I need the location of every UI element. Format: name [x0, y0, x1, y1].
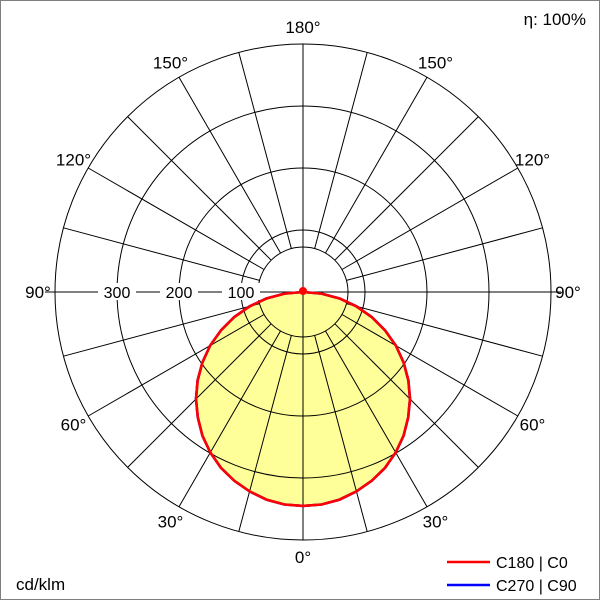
grid-spoke-30	[178, 330, 281, 508]
grid-spoke-105	[346, 227, 543, 281]
angle-label-90-left: 90°	[25, 283, 51, 302]
grid-spoke-105	[63, 227, 260, 281]
radial-label-200: 200	[166, 285, 193, 302]
grid-spoke-45	[127, 323, 272, 468]
grid-spoke-30	[325, 330, 428, 508]
grid-spoke-150	[178, 76, 281, 254]
efficiency-label: η: 100%	[524, 10, 586, 29]
angle-label-30-right: 30°	[423, 513, 449, 532]
grid-spoke-135	[334, 116, 479, 261]
grid-spoke-45	[334, 323, 479, 468]
grid-spoke-120	[341, 167, 519, 270]
polar-grid	[45, 43, 561, 541]
radial-label-bg-300	[98, 283, 136, 300]
unit-label: cd/klm	[16, 575, 65, 594]
angle-label-90-right: 90°	[555, 283, 581, 302]
grid-spoke-165	[238, 52, 292, 249]
legend-label-c270-c90: C270 | C90	[496, 578, 577, 595]
intensity-curves	[194, 287, 412, 508]
grid-spoke-75	[63, 303, 260, 357]
angle-label-30-left: 30°	[158, 513, 184, 532]
angle-label-180: 180°	[285, 18, 320, 37]
grid-spoke-135	[127, 116, 272, 261]
angle-label-150-right: 150°	[418, 54, 453, 73]
grid-spoke-60	[341, 314, 519, 417]
legend-label-c180-c0: C180 | C0	[496, 555, 568, 572]
grid-spoke-165	[314, 52, 368, 249]
curve-c180-c0	[194, 290, 412, 508]
angle-label-150-left: 150°	[153, 54, 188, 73]
axis-labels: 0° 30° 30° 60° 60° 90° 90° 120° 120° 150° 150° 180°…	[25, 18, 581, 567]
radial-label-100: 100	[228, 285, 255, 302]
radial-label-300: 300	[104, 285, 131, 302]
curve-center-dot	[299, 287, 307, 295]
grid-spoke-150	[325, 76, 428, 254]
grid-spoke-15	[238, 335, 292, 532]
angle-label-60-right: 60°	[520, 416, 546, 435]
angle-label-120-right: 120°	[515, 151, 550, 170]
grid-spoke-60	[87, 314, 265, 417]
radial-label-bg-100	[222, 283, 260, 300]
radial-label-bg-200	[160, 283, 198, 300]
grid-spoke-15	[314, 335, 368, 532]
legend: C180 | C0 C270 | C90	[447, 555, 577, 595]
grid-spoke-120	[87, 167, 265, 270]
angle-label-0: 0°	[295, 548, 311, 567]
angle-label-120-left: 120°	[56, 151, 91, 170]
angle-label-60-left: 60°	[61, 416, 87, 435]
grid-spoke-75	[346, 303, 543, 357]
